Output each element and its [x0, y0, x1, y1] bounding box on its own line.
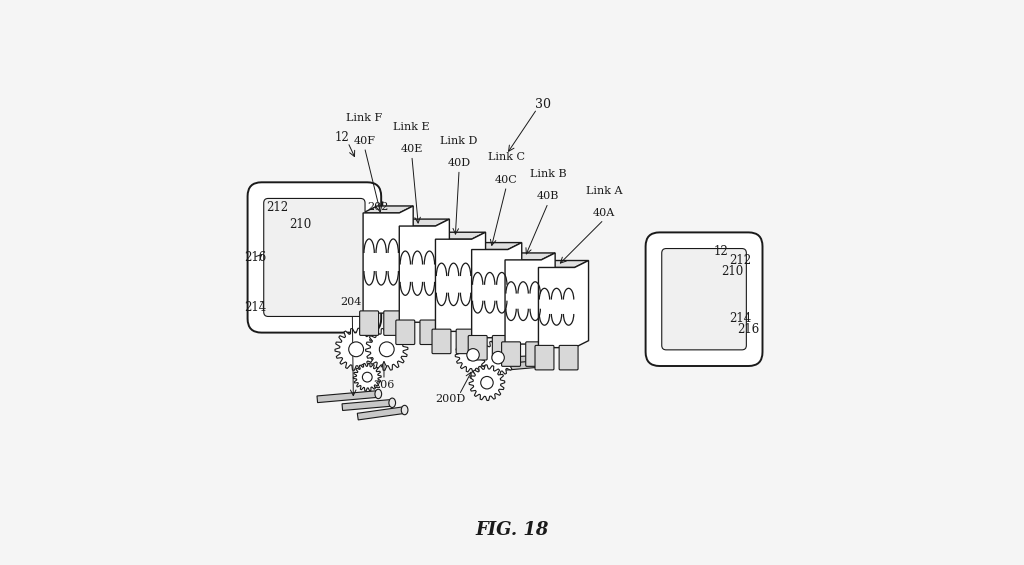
Text: 40D: 40D	[447, 158, 471, 168]
FancyBboxPatch shape	[248, 182, 381, 333]
Ellipse shape	[530, 354, 538, 364]
Text: 214: 214	[244, 301, 266, 314]
Polygon shape	[505, 253, 555, 344]
Circle shape	[492, 351, 504, 364]
Polygon shape	[674, 240, 748, 246]
Text: 12: 12	[714, 245, 728, 258]
Polygon shape	[472, 242, 522, 338]
Polygon shape	[435, 232, 485, 332]
Polygon shape	[489, 360, 540, 372]
Polygon shape	[364, 206, 414, 313]
Polygon shape	[505, 253, 555, 260]
Text: 210: 210	[290, 218, 311, 231]
Polygon shape	[317, 390, 379, 403]
Polygon shape	[539, 260, 589, 267]
Text: 200D: 200D	[435, 394, 466, 405]
Polygon shape	[478, 355, 535, 365]
Text: Link C: Link C	[487, 152, 525, 162]
Text: Link E: Link E	[393, 121, 430, 132]
Text: 12: 12	[335, 131, 349, 144]
Polygon shape	[469, 365, 505, 401]
Polygon shape	[435, 232, 485, 239]
Text: 40E: 40E	[400, 144, 423, 154]
Ellipse shape	[401, 405, 408, 415]
Polygon shape	[353, 363, 381, 391]
Text: 40F: 40F	[353, 136, 376, 146]
Polygon shape	[364, 206, 414, 213]
Polygon shape	[368, 203, 382, 305]
FancyBboxPatch shape	[420, 320, 439, 345]
FancyBboxPatch shape	[384, 311, 402, 336]
FancyBboxPatch shape	[502, 342, 520, 366]
Circle shape	[467, 349, 479, 361]
Polygon shape	[399, 219, 450, 322]
Polygon shape	[539, 260, 589, 347]
Ellipse shape	[537, 359, 543, 368]
FancyBboxPatch shape	[535, 345, 554, 370]
Polygon shape	[342, 399, 392, 411]
Circle shape	[362, 372, 372, 382]
FancyBboxPatch shape	[559, 345, 579, 370]
FancyBboxPatch shape	[662, 249, 746, 350]
FancyBboxPatch shape	[396, 320, 415, 345]
Text: 202: 202	[368, 202, 389, 212]
FancyBboxPatch shape	[493, 336, 511, 360]
Circle shape	[379, 342, 394, 357]
Text: FIG. 18: FIG. 18	[475, 521, 549, 539]
Polygon shape	[335, 328, 377, 371]
Text: 214: 214	[729, 312, 752, 325]
FancyBboxPatch shape	[468, 336, 487, 360]
Text: 40C: 40C	[495, 175, 518, 185]
Text: 204: 204	[340, 297, 361, 307]
Text: Link B: Link B	[529, 169, 566, 179]
FancyBboxPatch shape	[432, 329, 451, 354]
Text: 216: 216	[737, 323, 760, 336]
Circle shape	[480, 376, 494, 389]
Polygon shape	[357, 407, 406, 420]
Text: 40B: 40B	[537, 191, 559, 201]
FancyBboxPatch shape	[525, 342, 545, 366]
Polygon shape	[472, 242, 522, 250]
Text: 212: 212	[266, 201, 288, 214]
Text: 216: 216	[244, 251, 266, 264]
Text: 206: 206	[374, 380, 394, 390]
Text: Link D: Link D	[440, 136, 478, 146]
Polygon shape	[480, 340, 516, 376]
Ellipse shape	[389, 398, 395, 407]
Circle shape	[349, 342, 364, 357]
Polygon shape	[749, 254, 761, 338]
Polygon shape	[399, 219, 450, 226]
Ellipse shape	[375, 389, 382, 399]
Polygon shape	[366, 328, 408, 371]
Text: Link A: Link A	[586, 186, 623, 195]
FancyBboxPatch shape	[645, 232, 763, 366]
Text: 212: 212	[729, 254, 752, 267]
FancyBboxPatch shape	[456, 329, 475, 354]
FancyBboxPatch shape	[359, 311, 379, 336]
Text: 30: 30	[535, 98, 551, 111]
Text: 40A: 40A	[593, 208, 615, 218]
Text: Link F: Link F	[346, 114, 383, 123]
Polygon shape	[456, 337, 490, 373]
Text: 210: 210	[721, 265, 743, 278]
FancyBboxPatch shape	[264, 198, 365, 316]
Polygon shape	[275, 189, 369, 196]
